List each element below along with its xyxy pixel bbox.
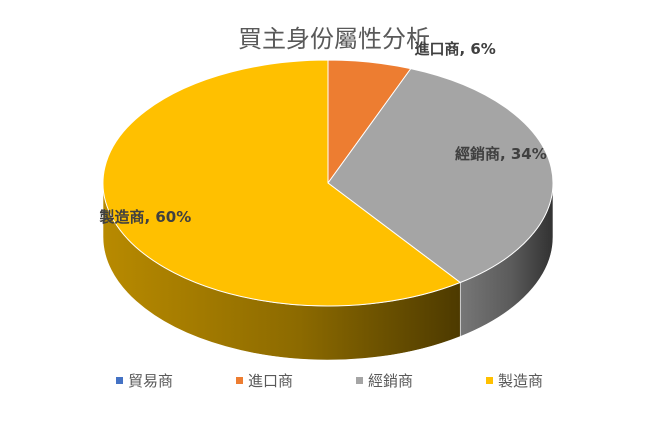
legend-label-1: 進口商 — [248, 372, 293, 390]
legend-label-3: 製造商 — [498, 372, 543, 390]
legend-label-2: 經銷商 — [368, 372, 413, 390]
legend-label-0: 貿易商 — [128, 372, 173, 390]
chart-title: 買主身份屬性分析 — [238, 25, 430, 53]
slice-tops — [102, 59, 554, 307]
legend-swatch-2 — [356, 377, 363, 384]
slice-2 — [327, 68, 554, 284]
slice-3 — [102, 59, 462, 307]
legend: 貿易商 進口商 經銷商 製造商 — [116, 372, 543, 390]
data-label-3: 製造商, 60% — [98, 208, 191, 226]
legend-swatch-0 — [116, 377, 123, 384]
data-label-1: 進口商, 6% — [414, 40, 495, 58]
data-label-2: 經銷商, 34% — [455, 145, 547, 163]
data-labels: 進口商, 6% 經銷商, 34% 製造商, 60% — [98, 40, 546, 226]
legend-swatch-1 — [236, 377, 243, 384]
legend-swatch-3 — [486, 377, 493, 384]
